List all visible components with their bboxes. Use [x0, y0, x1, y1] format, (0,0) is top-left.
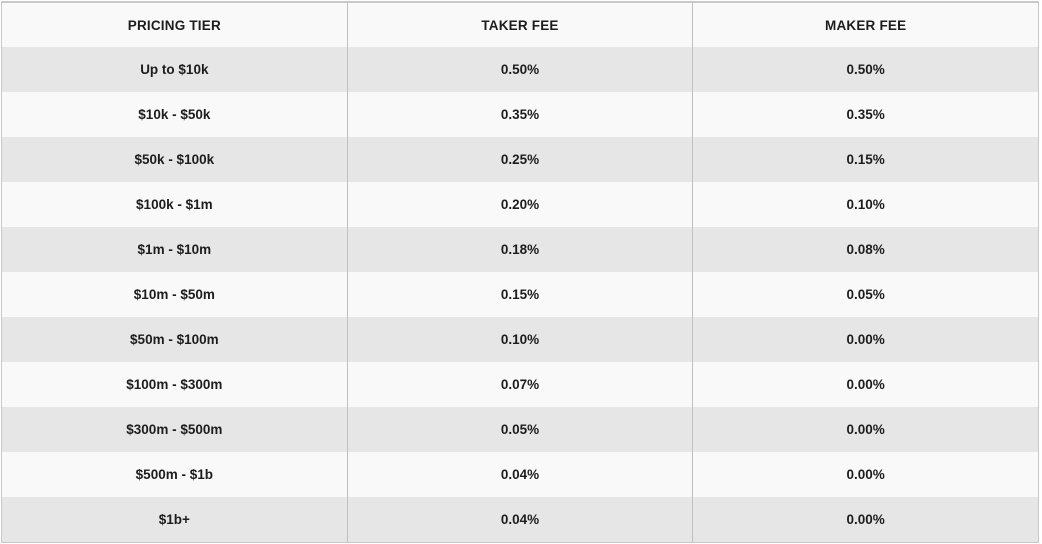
cell-maker-fee: 0.50% [692, 47, 1039, 92]
cell-taker-fee: 0.04% [346, 497, 693, 543]
cell-pricing-tier: $100k - $1m [1, 182, 348, 227]
cell-pricing-tier: $10m - $50m [1, 272, 348, 317]
cell-maker-fee: 0.00% [692, 497, 1039, 543]
cell-pricing-tier: $500m - $1b [1, 452, 348, 497]
cell-maker-fee: 0.00% [692, 452, 1039, 497]
cell-maker-fee: 0.15% [692, 137, 1039, 182]
cell-maker-fee: 0.00% [692, 362, 1039, 407]
table-row: Up to $10k 0.50% 0.50% [1, 47, 1039, 92]
table-row: $300m - $500m 0.05% 0.00% [1, 407, 1039, 452]
cell-pricing-tier: $100m - $300m [1, 362, 348, 407]
cell-maker-fee: 0.05% [692, 272, 1039, 317]
cell-taker-fee: 0.05% [346, 407, 693, 452]
cell-taker-fee: 0.15% [346, 272, 693, 317]
cell-taker-fee: 0.18% [346, 227, 693, 272]
cell-maker-fee: 0.08% [692, 227, 1039, 272]
cell-taker-fee: 0.10% [346, 317, 693, 362]
cell-maker-fee: 0.10% [692, 182, 1039, 227]
cell-pricing-tier: $50m - $100m [1, 317, 348, 362]
table-row: $50k - $100k 0.25% 0.15% [1, 137, 1039, 182]
cell-pricing-tier: $300m - $500m [1, 407, 348, 452]
table-row: $100m - $300m 0.07% 0.00% [1, 362, 1039, 407]
column-header-maker-fee: MAKER FEE [692, 2, 1039, 47]
column-header-taker-fee: TAKER FEE [346, 2, 693, 47]
cell-taker-fee: 0.25% [346, 137, 693, 182]
cell-taker-fee: 0.50% [346, 47, 693, 92]
table-row: $100k - $1m 0.20% 0.10% [1, 182, 1039, 227]
cell-taker-fee: 0.07% [346, 362, 693, 407]
cell-pricing-tier: $1b+ [1, 497, 348, 543]
column-header-pricing-tier: PRICING TIER [1, 2, 348, 47]
cell-taker-fee: 0.04% [346, 452, 693, 497]
cell-taker-fee: 0.35% [346, 92, 693, 137]
cell-pricing-tier: $10k - $50k [1, 92, 348, 137]
cell-taker-fee: 0.20% [346, 182, 693, 227]
cell-maker-fee: 0.00% [692, 407, 1039, 452]
cell-maker-fee: 0.35% [692, 92, 1039, 137]
table-row: $10k - $50k 0.35% 0.35% [1, 92, 1039, 137]
fee-table-body: Up to $10k 0.50% 0.50% $10k - $50k 0.35% 0.35… [1, 47, 1039, 543]
fee-table-header: PRICING TIER TAKER FEE MAKER FEE [1, 2, 1039, 47]
cell-pricing-tier: $1m - $10m [1, 227, 348, 272]
table-row: $1b+ 0.04% 0.00% [1, 497, 1039, 543]
table-row: $1m - $10m 0.18% 0.08% [1, 227, 1039, 272]
cell-pricing-tier: Up to $10k [1, 47, 348, 92]
cell-maker-fee: 0.00% [692, 317, 1039, 362]
cell-pricing-tier: $50k - $100k [1, 137, 348, 182]
table-row: $10m - $50m 0.15% 0.05% [1, 272, 1039, 317]
table-row: $500m - $1b 0.04% 0.00% [1, 452, 1039, 497]
header-row: PRICING TIER TAKER FEE MAKER FEE [1, 2, 1039, 47]
table-row: $50m - $100m 0.10% 0.00% [1, 317, 1039, 362]
